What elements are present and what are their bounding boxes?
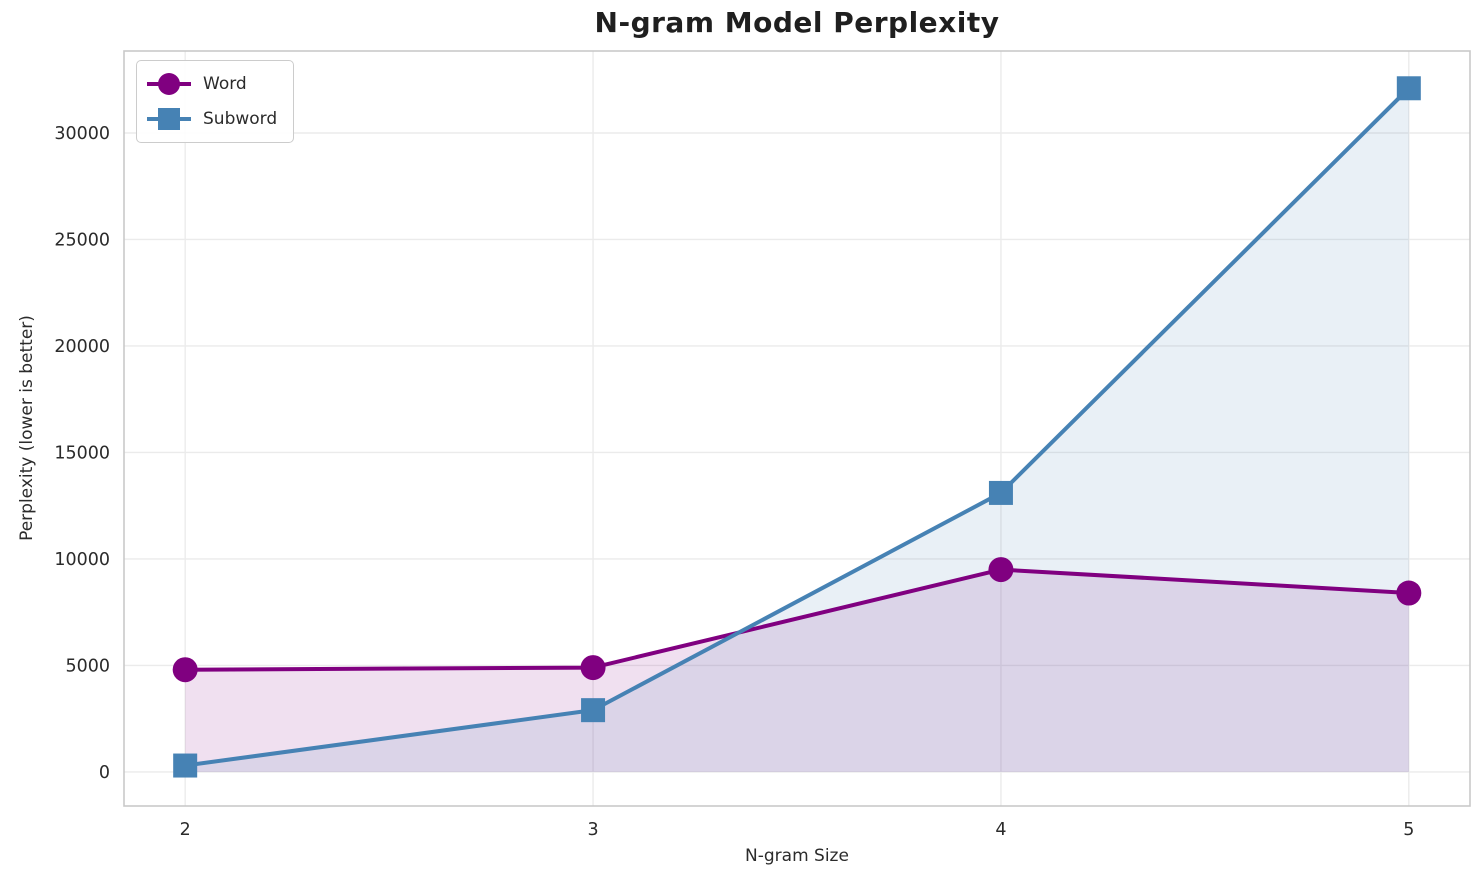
x-tick-label: 2 (180, 820, 191, 840)
y-tick-label: 25000 (54, 230, 110, 250)
y-tick-label: 0 (99, 763, 110, 783)
x-tick-label: 5 (1403, 820, 1414, 840)
legend-item-subword: Subword (147, 105, 277, 133)
data-point-subword (1396, 76, 1421, 101)
area-fill-subword (185, 88, 1409, 772)
y-tick-label: 5000 (65, 656, 110, 676)
legend-label-subword: Subword (203, 109, 278, 129)
series-line-word (183, 567, 1411, 672)
data-point-word (580, 655, 606, 681)
area-fill-word (185, 569, 1409, 772)
plot-border (123, 50, 1471, 807)
x-axis-label: N-gram Size (745, 846, 849, 866)
subword-series-marker-icon (147, 105, 191, 133)
legend: Word Subword (136, 60, 295, 143)
y-tick-label: 10000 (54, 550, 110, 570)
y-tick-label: 15000 (54, 443, 110, 463)
y-tick-label: 30000 (54, 124, 110, 144)
x-tick-label: 4 (995, 820, 1006, 840)
data-point-subword (988, 480, 1013, 505)
series-line-subword (183, 86, 1411, 768)
data-point-subword (173, 753, 198, 778)
y-tick-label: 20000 (54, 337, 110, 357)
data-point-subword (581, 698, 606, 723)
legend-item-word: Word (147, 70, 277, 98)
x-tick-label: 3 (587, 820, 598, 840)
legend-label-word: Word (203, 74, 247, 94)
data-point-word (988, 557, 1014, 583)
word-series-marker-icon (147, 70, 191, 98)
data-point-word (1396, 580, 1422, 606)
data-point-word (172, 657, 198, 683)
chart-title: N-gram Model Perplexity (594, 6, 1000, 39)
